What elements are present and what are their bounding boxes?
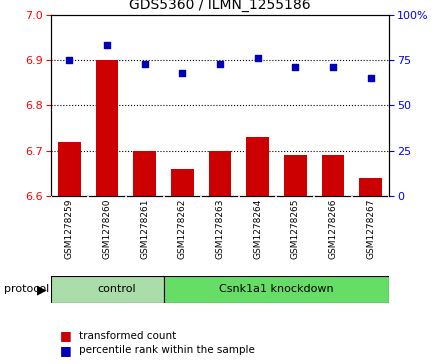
Point xyxy=(179,70,186,76)
Bar xyxy=(246,137,269,196)
FancyBboxPatch shape xyxy=(164,276,389,303)
Point xyxy=(292,64,299,70)
Bar xyxy=(284,155,307,196)
Point xyxy=(330,64,337,70)
Text: transformed count: transformed count xyxy=(79,331,176,341)
Bar xyxy=(171,169,194,196)
Text: GSM1278260: GSM1278260 xyxy=(103,199,112,259)
Text: GSM1278267: GSM1278267 xyxy=(366,199,375,259)
Text: ■: ■ xyxy=(59,344,71,357)
FancyBboxPatch shape xyxy=(51,276,164,303)
Text: GSM1278263: GSM1278263 xyxy=(216,199,224,259)
Bar xyxy=(96,60,118,196)
Bar xyxy=(58,142,81,196)
Bar xyxy=(322,155,344,196)
Text: GSM1278266: GSM1278266 xyxy=(328,199,337,259)
Point xyxy=(216,61,224,66)
Point xyxy=(254,55,261,61)
Title: GDS5360 / ILMN_1255186: GDS5360 / ILMN_1255186 xyxy=(129,0,311,12)
Text: control: control xyxy=(97,285,136,294)
Text: Csnk1a1 knockdown: Csnk1a1 knockdown xyxy=(219,285,334,294)
Point xyxy=(141,61,148,66)
Bar xyxy=(209,151,231,196)
Point xyxy=(367,75,374,81)
Bar xyxy=(359,178,382,196)
Text: GSM1278262: GSM1278262 xyxy=(178,199,187,259)
Text: GSM1278264: GSM1278264 xyxy=(253,199,262,259)
Bar xyxy=(133,151,156,196)
Text: GSM1278265: GSM1278265 xyxy=(291,199,300,259)
Text: percentile rank within the sample: percentile rank within the sample xyxy=(79,345,255,355)
Text: GSM1278261: GSM1278261 xyxy=(140,199,149,259)
Text: ▶: ▶ xyxy=(37,283,47,296)
Text: ■: ■ xyxy=(59,329,71,342)
Text: GSM1278259: GSM1278259 xyxy=(65,199,74,259)
Text: protocol: protocol xyxy=(4,285,50,294)
Point xyxy=(66,57,73,63)
Point xyxy=(103,42,110,48)
